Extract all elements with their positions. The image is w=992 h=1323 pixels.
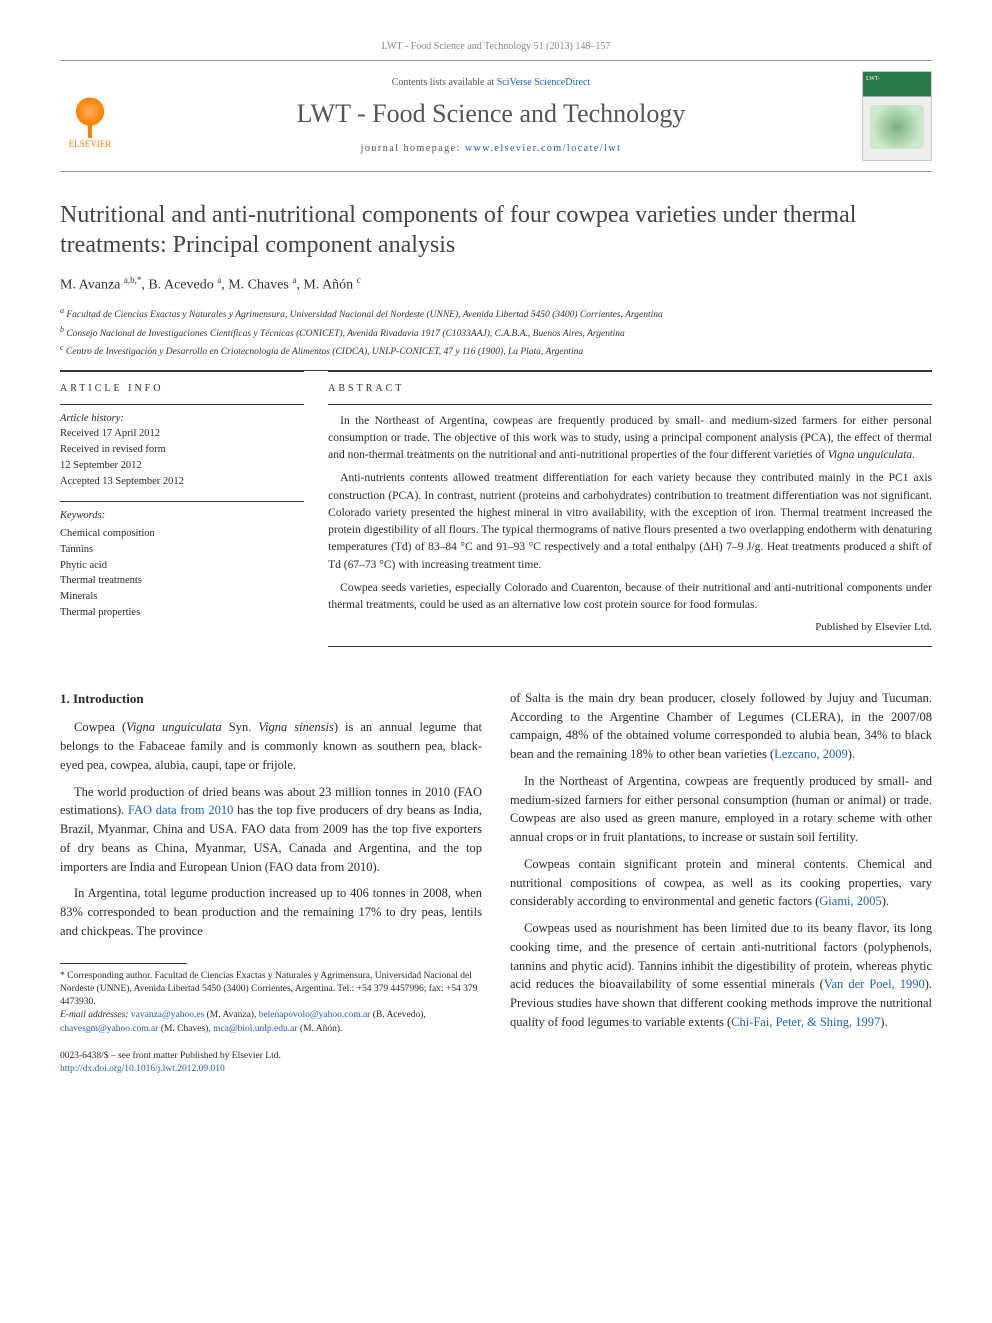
body-column-right: of Salta is the main dry bean producer, … bbox=[510, 689, 932, 1077]
body-paragraph: Cowpeas used as nourishment has been lim… bbox=[510, 919, 932, 1032]
journal-homepage-line: journal homepage: www.elsevier.com/locat… bbox=[132, 142, 850, 156]
elsevier-logo-label: ELSEVIER bbox=[69, 138, 112, 151]
article-history-label: Article history: bbox=[60, 411, 304, 427]
contents-prefix: Contents lists available at bbox=[392, 77, 497, 88]
abstract-paragraph: Anti-nutrients contents allowed treatmen… bbox=[328, 470, 932, 574]
body-two-column: 1. Introduction Cowpea (Vigna unguiculat… bbox=[60, 689, 932, 1077]
body-paragraph: The world production of dried beans was … bbox=[60, 783, 482, 877]
body-paragraph: Cowpea (Vigna unguiculata Syn. Vigna sin… bbox=[60, 718, 482, 774]
email-link[interactable]: belenapovolo@yahoo.com.ar bbox=[259, 1010, 371, 1020]
article-title: Nutritional and anti-nutritional compone… bbox=[60, 200, 932, 260]
copyright-line: 0023-6438/$ – see front matter Published… bbox=[60, 1050, 482, 1063]
keywords-block: Keywords: Chemical compositionTanninsPhy… bbox=[60, 501, 304, 620]
article-info-column: ARTICLE INFO Article history: Received 1… bbox=[60, 371, 304, 647]
elsevier-logo: ELSEVIER bbox=[60, 81, 120, 151]
ref-link[interactable]: Van der Poel, 1990 bbox=[824, 977, 925, 991]
article-info-label: ARTICLE INFO bbox=[60, 372, 304, 404]
affiliation-line: c Centro de Investigación y Desarrollo e… bbox=[60, 342, 932, 359]
abstract-paragraph: Cowpea seeds varieties, especially Color… bbox=[328, 580, 932, 615]
body-paragraph: In Argentina, total legume production in… bbox=[60, 884, 482, 940]
ref-link[interactable]: Lezcano, 2009 bbox=[774, 747, 848, 761]
keyword: Chemical composition bbox=[60, 526, 304, 542]
abstract-text: In the Northeast of Argentina, cowpeas a… bbox=[328, 404, 932, 615]
email-addresses-line: E-mail addresses: vavanza@yahoo.es (M. A… bbox=[60, 1009, 482, 1036]
corresponding-author-note: * Corresponding author. Facultad de Cien… bbox=[60, 970, 482, 1010]
keywords-label: Keywords: bbox=[60, 508, 304, 524]
history-line: Received 17 April 2012 bbox=[60, 426, 304, 442]
journal-homepage-link[interactable]: www.elsevier.com/locate/lwt bbox=[465, 143, 621, 154]
journal-name: LWT - Food Science and Technology bbox=[132, 96, 850, 132]
article-info-abstract-row: ARTICLE INFO Article history: Received 1… bbox=[60, 370, 932, 647]
keyword: Tannins bbox=[60, 542, 304, 558]
published-by: Published by Elsevier Ltd. bbox=[328, 620, 932, 635]
author-list: M. Avanza a,b,*, B. Acevedo a, M. Chaves… bbox=[60, 274, 932, 295]
page-root: LWT - Food Science and Technology 51 (20… bbox=[0, 0, 992, 1107]
ref-link[interactable]: Chi-Fai, Peter, & Shing, 1997 bbox=[731, 1015, 880, 1029]
elsevier-tree-icon bbox=[68, 94, 112, 138]
abstract-paragraph: In the Northeast of Argentina, cowpeas a… bbox=[328, 413, 932, 465]
history-line: Received in revised form bbox=[60, 442, 304, 458]
cover-mini-title: LWT- bbox=[866, 76, 880, 82]
keyword: Minerals bbox=[60, 589, 304, 605]
sciencedirect-link[interactable]: SciVerse ScienceDirect bbox=[497, 77, 591, 88]
abstract-bottom-rule bbox=[328, 646, 932, 647]
email-link[interactable]: chavesgm@yahoo.com.ar bbox=[60, 1024, 158, 1034]
ref-link[interactable]: FAO data from 2010 bbox=[128, 803, 233, 817]
affiliations: a Facultad de Ciencias Exactas y Natural… bbox=[60, 305, 932, 359]
email-link[interactable]: mca@biol.unlp.edu.ar bbox=[213, 1024, 297, 1034]
affiliation-line: b Consejo Nacional de Investigaciones Ci… bbox=[60, 324, 932, 341]
keyword: Thermal treatments bbox=[60, 573, 304, 589]
journal-cover-thumbnail: LWT- bbox=[862, 71, 932, 161]
journal-masthead: ELSEVIER Contents lists available at Sci… bbox=[60, 60, 932, 172]
ref-link[interactable]: Giami, 2005 bbox=[819, 894, 882, 908]
affiliation-line: a Facultad de Ciencias Exactas y Natural… bbox=[60, 305, 932, 322]
history-line: 12 September 2012 bbox=[60, 458, 304, 474]
keyword: Phytic acid bbox=[60, 558, 304, 574]
body-paragraph: of Salta is the main dry bean producer, … bbox=[510, 689, 932, 764]
body-paragraph: Cowpeas contain significant protein and … bbox=[510, 855, 932, 911]
body-paragraph: In the Northeast of Argentina, cowpeas a… bbox=[510, 772, 932, 847]
article-history-block: Article history: Received 17 April 2012R… bbox=[60, 404, 304, 490]
abstract-label: ABSTRACT bbox=[328, 372, 932, 404]
keyword: Thermal properties bbox=[60, 605, 304, 621]
running-citation: LWT - Food Science and Technology 51 (20… bbox=[60, 40, 932, 54]
masthead-center: Contents lists available at SciVerse Sci… bbox=[132, 76, 850, 156]
introduction-heading: 1. Introduction bbox=[60, 689, 482, 709]
body-column-left: 1. Introduction Cowpea (Vigna unguiculat… bbox=[60, 689, 482, 1077]
abstract-column: ABSTRACT In the Northeast of Argentina, … bbox=[328, 371, 932, 647]
contents-available-line: Contents lists available at SciVerse Sci… bbox=[132, 76, 850, 90]
footnotes: * Corresponding author. Facultad de Cien… bbox=[60, 970, 482, 1036]
copyright-block: 0023-6438/$ – see front matter Published… bbox=[60, 1050, 482, 1077]
history-line: Accepted 13 September 2012 bbox=[60, 474, 304, 490]
footnote-rule bbox=[60, 963, 187, 964]
email-link[interactable]: vavanza@yahoo.es bbox=[131, 1010, 204, 1020]
homepage-prefix: journal homepage: bbox=[361, 143, 465, 154]
doi-link[interactable]: http://dx.doi.org/10.1016/j.lwt.2012.09.… bbox=[60, 1064, 225, 1074]
